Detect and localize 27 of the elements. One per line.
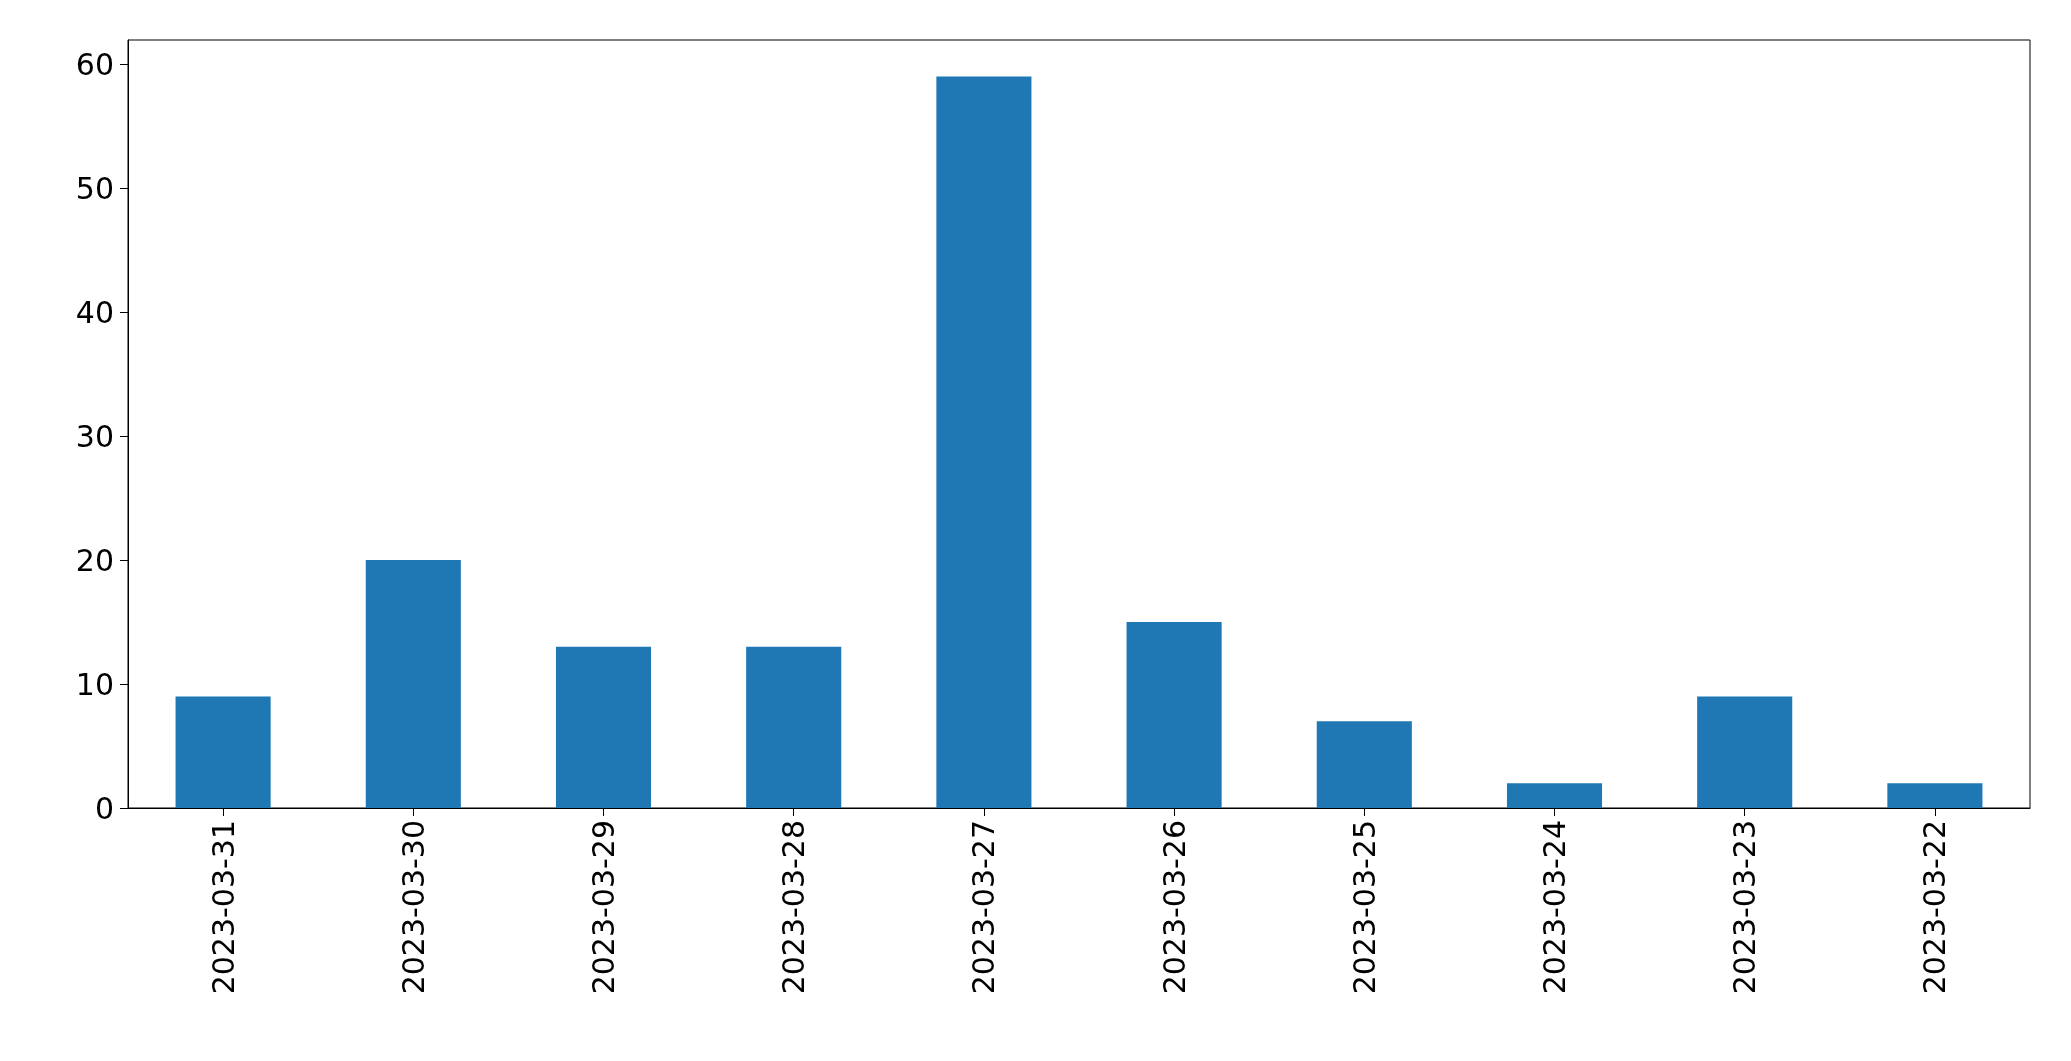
bar — [555, 646, 652, 808]
y-tick-label: 60 — [75, 46, 114, 82]
bar — [1316, 721, 1412, 808]
x-tick-label: 2023-03-22 — [1917, 820, 1953, 995]
y-tick-label: 30 — [75, 418, 114, 454]
bar — [1697, 696, 1793, 808]
y-tick-label: 10 — [75, 666, 114, 702]
bar — [365, 560, 461, 808]
bar — [746, 646, 842, 808]
y-tick-label: 0 — [94, 790, 114, 826]
x-tick-label: 2023-03-29 — [586, 820, 621, 995]
bar — [1506, 783, 1603, 808]
x-tick-label: 2023-03-27 — [966, 820, 1002, 995]
y-tick-label: 20 — [75, 542, 114, 578]
x-tick-label: 2023-03-25 — [1346, 820, 1382, 995]
y-tick-label: 50 — [75, 170, 114, 206]
bar — [175, 696, 271, 808]
x-tick-label: 2023-03-31 — [205, 820, 241, 995]
bar — [936, 76, 1032, 808]
x-tick-label: 2023-03-24 — [1537, 820, 1572, 995]
x-tick-label: 2023-03-30 — [395, 820, 431, 995]
bar — [1126, 622, 1222, 808]
x-tick-label: 2023-03-28 — [776, 820, 812, 995]
x-tick-label: 2023-03-23 — [1727, 820, 1763, 995]
x-tick-label: 2023-03-26 — [1156, 820, 1192, 995]
y-tick-label: 40 — [75, 294, 114, 330]
bar — [1887, 783, 1983, 808]
